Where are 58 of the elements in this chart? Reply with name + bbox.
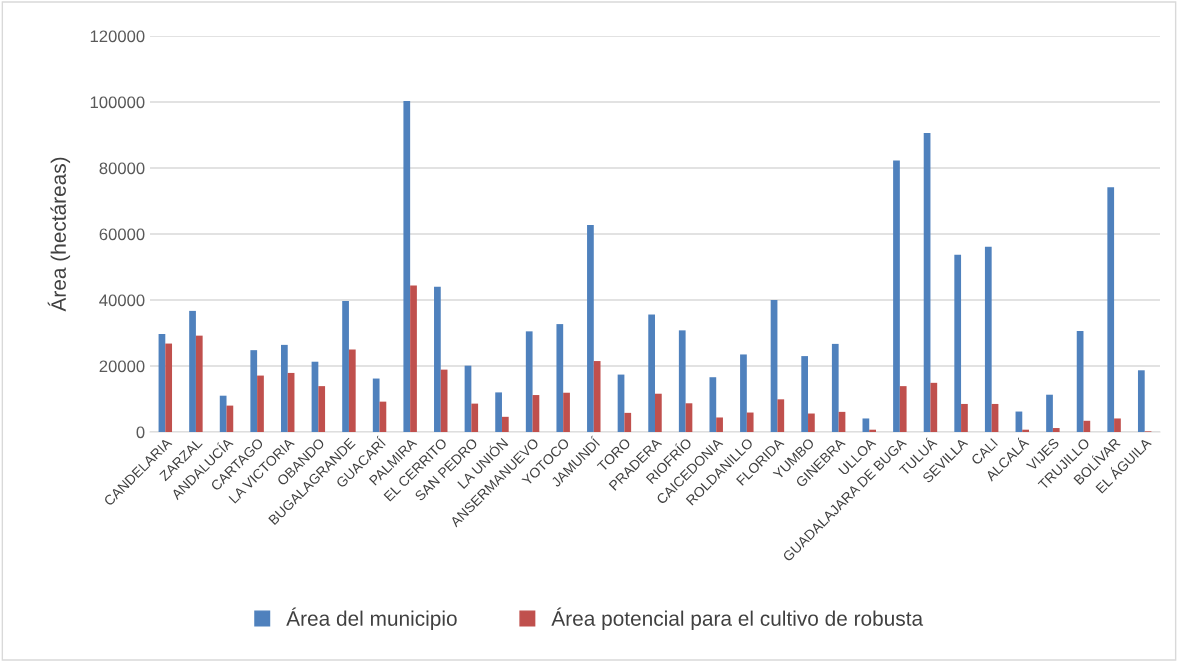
legend-label: Área del municipio (286, 607, 457, 631)
bar (195, 335, 203, 432)
bar (556, 324, 564, 432)
bar (318, 386, 326, 432)
bar (403, 101, 411, 432)
y-tick-label: 120000 (90, 30, 145, 43)
bar (746, 412, 754, 432)
legend-label: Área potencial para el cultivo de robusta (551, 607, 924, 631)
bar (257, 375, 264, 432)
bar (678, 330, 686, 432)
y-tick-label: 20000 (99, 360, 145, 373)
bar (954, 254, 962, 432)
bar (219, 395, 227, 432)
bar (808, 413, 815, 432)
y-tick-label: 40000 (99, 294, 145, 307)
bar (525, 331, 533, 432)
bar (434, 286, 441, 432)
bar (777, 399, 785, 432)
bar (280, 344, 288, 432)
bar (831, 343, 839, 432)
bar (471, 403, 479, 432)
bar (716, 417, 723, 432)
bar (984, 246, 992, 432)
bar (165, 343, 173, 432)
bar (587, 225, 594, 432)
y-axis-title: Área (hectáreas) (47, 157, 71, 312)
bar (1083, 420, 1091, 432)
bar (410, 285, 417, 432)
bar (899, 386, 907, 432)
bar (740, 354, 747, 432)
bar (189, 310, 196, 432)
bar (342, 300, 349, 432)
bar (930, 382, 938, 432)
bar (961, 403, 968, 432)
bar (1052, 428, 1060, 432)
bar (685, 403, 693, 432)
bar (1046, 394, 1053, 432)
bar (593, 361, 601, 432)
y-tick-label: 80000 (99, 162, 145, 175)
bar (709, 377, 717, 432)
bar (563, 392, 570, 432)
bar (372, 378, 380, 432)
bar (250, 350, 258, 432)
bar (501, 416, 509, 432)
bar (348, 349, 356, 432)
y-tick-label: 100000 (90, 96, 145, 109)
bar (862, 418, 870, 432)
y-tick-label: 0 (136, 426, 145, 439)
bar (648, 314, 655, 432)
bar (801, 356, 809, 432)
bar (1114, 418, 1121, 432)
bar (655, 393, 662, 432)
bar (1107, 187, 1115, 432)
y-tick-label: 60000 (99, 228, 145, 241)
bar (893, 160, 900, 432)
bar (495, 392, 502, 432)
bar (624, 412, 632, 432)
bar (1137, 370, 1145, 432)
